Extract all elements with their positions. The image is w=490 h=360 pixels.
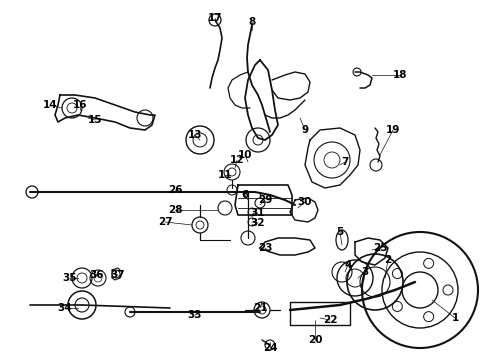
Text: 37: 37 [111, 270, 125, 280]
Text: 6: 6 [242, 190, 248, 200]
Text: 29: 29 [258, 195, 272, 205]
Text: 11: 11 [218, 170, 232, 180]
Text: 34: 34 [58, 303, 73, 313]
Text: 5: 5 [336, 227, 343, 237]
Text: 15: 15 [88, 115, 102, 125]
Text: 33: 33 [188, 310, 202, 320]
Text: 35: 35 [63, 273, 77, 283]
Text: 24: 24 [263, 343, 277, 353]
Text: 18: 18 [393, 70, 407, 80]
Circle shape [443, 285, 453, 295]
Text: 14: 14 [43, 100, 57, 110]
Text: 23: 23 [258, 243, 272, 253]
Text: 2: 2 [384, 255, 392, 265]
Text: 32: 32 [251, 218, 265, 228]
Text: 36: 36 [90, 270, 104, 280]
Text: 9: 9 [301, 125, 309, 135]
Text: 26: 26 [168, 185, 182, 195]
Text: 21: 21 [253, 303, 267, 313]
Text: 8: 8 [248, 17, 256, 27]
Circle shape [424, 312, 434, 321]
Text: 1: 1 [451, 313, 459, 323]
Text: 30: 30 [298, 197, 312, 207]
Text: 20: 20 [308, 335, 322, 345]
Circle shape [392, 301, 402, 311]
Text: 16: 16 [73, 100, 87, 110]
Text: 3: 3 [362, 267, 368, 277]
Text: 12: 12 [230, 155, 244, 165]
Text: 7: 7 [342, 157, 349, 167]
Circle shape [424, 258, 434, 268]
Text: 10: 10 [238, 150, 252, 160]
Text: 25: 25 [373, 243, 387, 253]
Circle shape [392, 269, 402, 279]
Text: 13: 13 [188, 130, 202, 140]
Text: 17: 17 [208, 13, 222, 23]
Text: 4: 4 [344, 260, 352, 270]
Text: 22: 22 [323, 315, 337, 325]
Text: 27: 27 [158, 217, 172, 227]
Text: 19: 19 [386, 125, 400, 135]
Text: 28: 28 [168, 205, 182, 215]
Text: 31: 31 [251, 208, 265, 218]
